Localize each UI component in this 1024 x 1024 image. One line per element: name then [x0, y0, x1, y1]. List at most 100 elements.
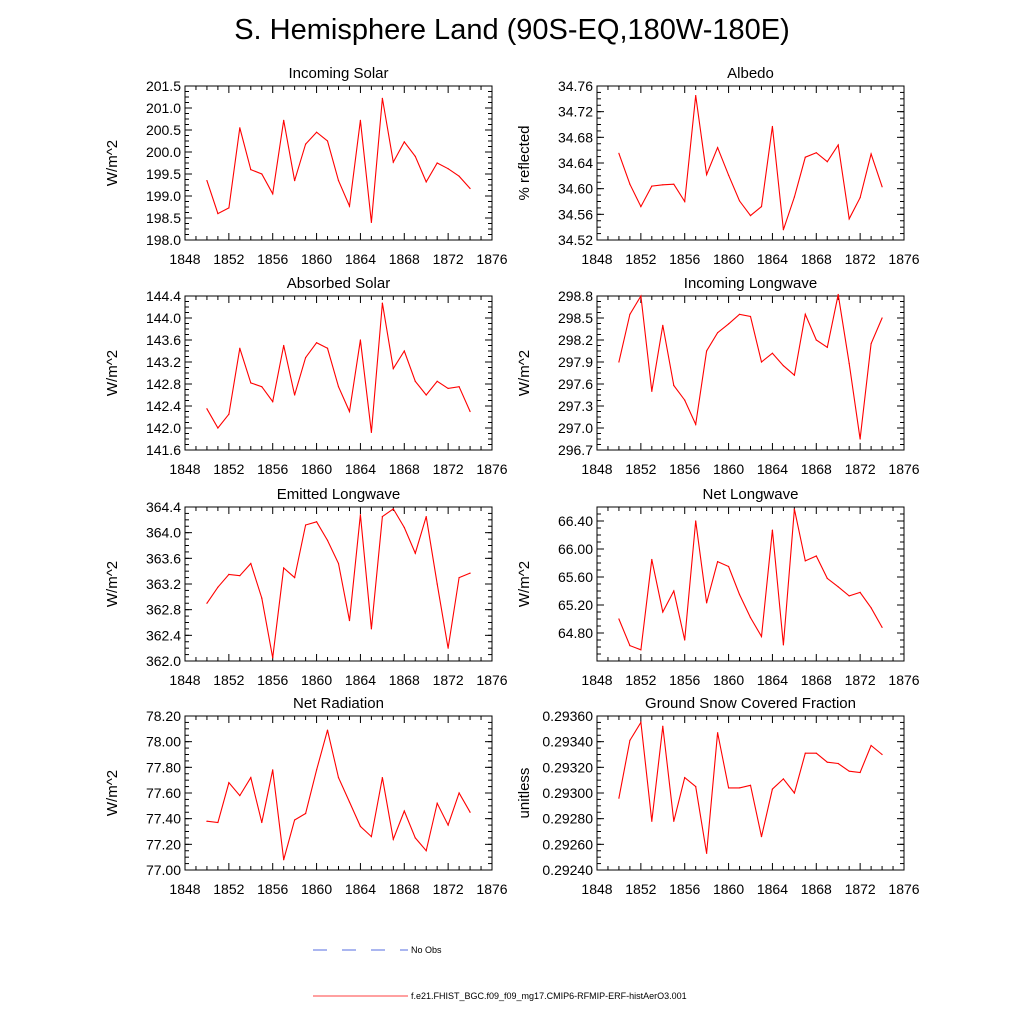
x-tick-label: 1860 — [301, 672, 332, 688]
x-tick-label: 1868 — [389, 461, 420, 477]
panel-ground-snow-covered-fraction: Ground Snow Covered Fraction 1848 1852 1856… — [516, 695, 920, 897]
x-tick-label: 1852 — [625, 672, 656, 688]
data-point — [640, 295, 642, 297]
x-tick-label: 1860 — [301, 251, 332, 267]
y-tick-label: 0.29320 — [542, 759, 593, 775]
data-point — [629, 313, 631, 315]
data-point — [771, 352, 774, 354]
data-point — [283, 344, 285, 347]
data-point — [403, 141, 405, 143]
data-point — [436, 162, 438, 164]
data-point — [250, 382, 252, 384]
series-line — [206, 303, 471, 433]
y-tick-label: 143.2 — [146, 354, 181, 370]
data-point — [315, 131, 318, 133]
data-point — [815, 752, 817, 754]
data-point — [283, 859, 285, 861]
series-line — [618, 720, 883, 854]
data-point — [684, 639, 686, 641]
series-line — [206, 98, 471, 223]
data-point — [793, 196, 795, 198]
x-tick-label: 1848 — [581, 672, 612, 688]
data-point — [618, 797, 620, 799]
data-point — [651, 820, 653, 822]
x-tick-label: 1868 — [801, 881, 832, 897]
x-tick-label: 1848 — [169, 461, 200, 477]
legend: No Obs f.e21.FHIST_BGC.f09_f09_mg17.CMIP6… — [313, 945, 687, 1001]
data-point — [815, 152, 817, 154]
y-tick-label: 0.29260 — [542, 836, 593, 852]
data-point — [294, 394, 296, 396]
y-axis-label: W/m^2 — [104, 770, 121, 816]
data-point — [447, 168, 449, 170]
y-tick-label: 142.4 — [146, 398, 181, 414]
panel-title: Incoming Solar — [288, 65, 388, 82]
data-point — [359, 339, 362, 341]
y-tick-label: 64.80 — [558, 625, 593, 641]
x-tick-label: 1852 — [213, 672, 244, 688]
data-point — [870, 153, 872, 155]
y-tick-label: 200.5 — [146, 122, 181, 138]
data-point — [859, 197, 861, 199]
data-point — [294, 819, 296, 821]
y-tick-label: 34.72 — [558, 104, 593, 120]
panel-title: Albedo — [727, 65, 774, 82]
data-point — [706, 173, 708, 176]
data-point — [673, 820, 675, 822]
plot-frame — [596, 506, 905, 662]
data-point — [837, 293, 839, 296]
data-point — [881, 317, 883, 319]
data-point — [228, 573, 230, 575]
x-tick-label: 1852 — [625, 881, 656, 897]
data-point — [436, 380, 438, 382]
data-point — [662, 184, 664, 186]
data-point — [629, 183, 631, 185]
x-tick-label: 1876 — [888, 881, 919, 897]
data-point — [684, 399, 686, 401]
y-tick-label: 198.5 — [146, 210, 181, 226]
data-point — [662, 324, 664, 326]
series-line — [618, 508, 883, 651]
y-tick-label: 77.80 — [146, 759, 181, 775]
data-point — [618, 361, 620, 363]
data-point — [870, 343, 872, 345]
legend-label: f.e21.FHIST_BGC.f09_f09_mg17.CMIP6-RFMIP… — [411, 991, 687, 1001]
x-tick-label: 1876 — [476, 461, 507, 477]
data-point — [370, 836, 372, 838]
x-tick-label: 1848 — [581, 461, 612, 477]
y-tick-label: 362.4 — [146, 627, 181, 643]
data-point — [782, 229, 784, 231]
x-tick-label: 1876 — [888, 461, 919, 477]
data-point — [804, 313, 806, 315]
x-tick-label: 1864 — [345, 461, 376, 477]
data-point — [326, 140, 329, 142]
data-point — [717, 732, 719, 734]
data-point — [414, 380, 416, 382]
data-point — [749, 315, 752, 318]
panel-absorbed-solar: Absorbed Solar 1848 1852 1856 1860 1864 1868 18… — [104, 275, 508, 477]
data-point — [414, 155, 416, 157]
data-point — [848, 770, 850, 772]
data-point — [315, 342, 318, 344]
data-point — [804, 560, 806, 562]
y-tick-label: 201.5 — [146, 78, 181, 94]
data-point — [717, 147, 719, 149]
y-tick-label: 362.0 — [146, 653, 181, 669]
data-point — [859, 438, 861, 440]
x-tick-label: 1864 — [757, 461, 788, 477]
data-point — [469, 572, 471, 574]
data-point — [348, 801, 351, 803]
data-point — [283, 119, 285, 121]
y-tick-label: 364.0 — [146, 525, 181, 541]
data-point — [629, 645, 631, 647]
x-tick-label: 1876 — [476, 672, 507, 688]
x-tick-label: 1852 — [213, 461, 244, 477]
x-tick-label: 1852 — [625, 461, 656, 477]
x-tick-label: 1872 — [845, 461, 876, 477]
data-point — [640, 649, 642, 651]
x-tick-label: 1868 — [389, 881, 420, 897]
data-point — [326, 539, 329, 541]
data-point — [261, 386, 263, 388]
data-point — [217, 427, 219, 429]
data-point — [804, 752, 806, 754]
